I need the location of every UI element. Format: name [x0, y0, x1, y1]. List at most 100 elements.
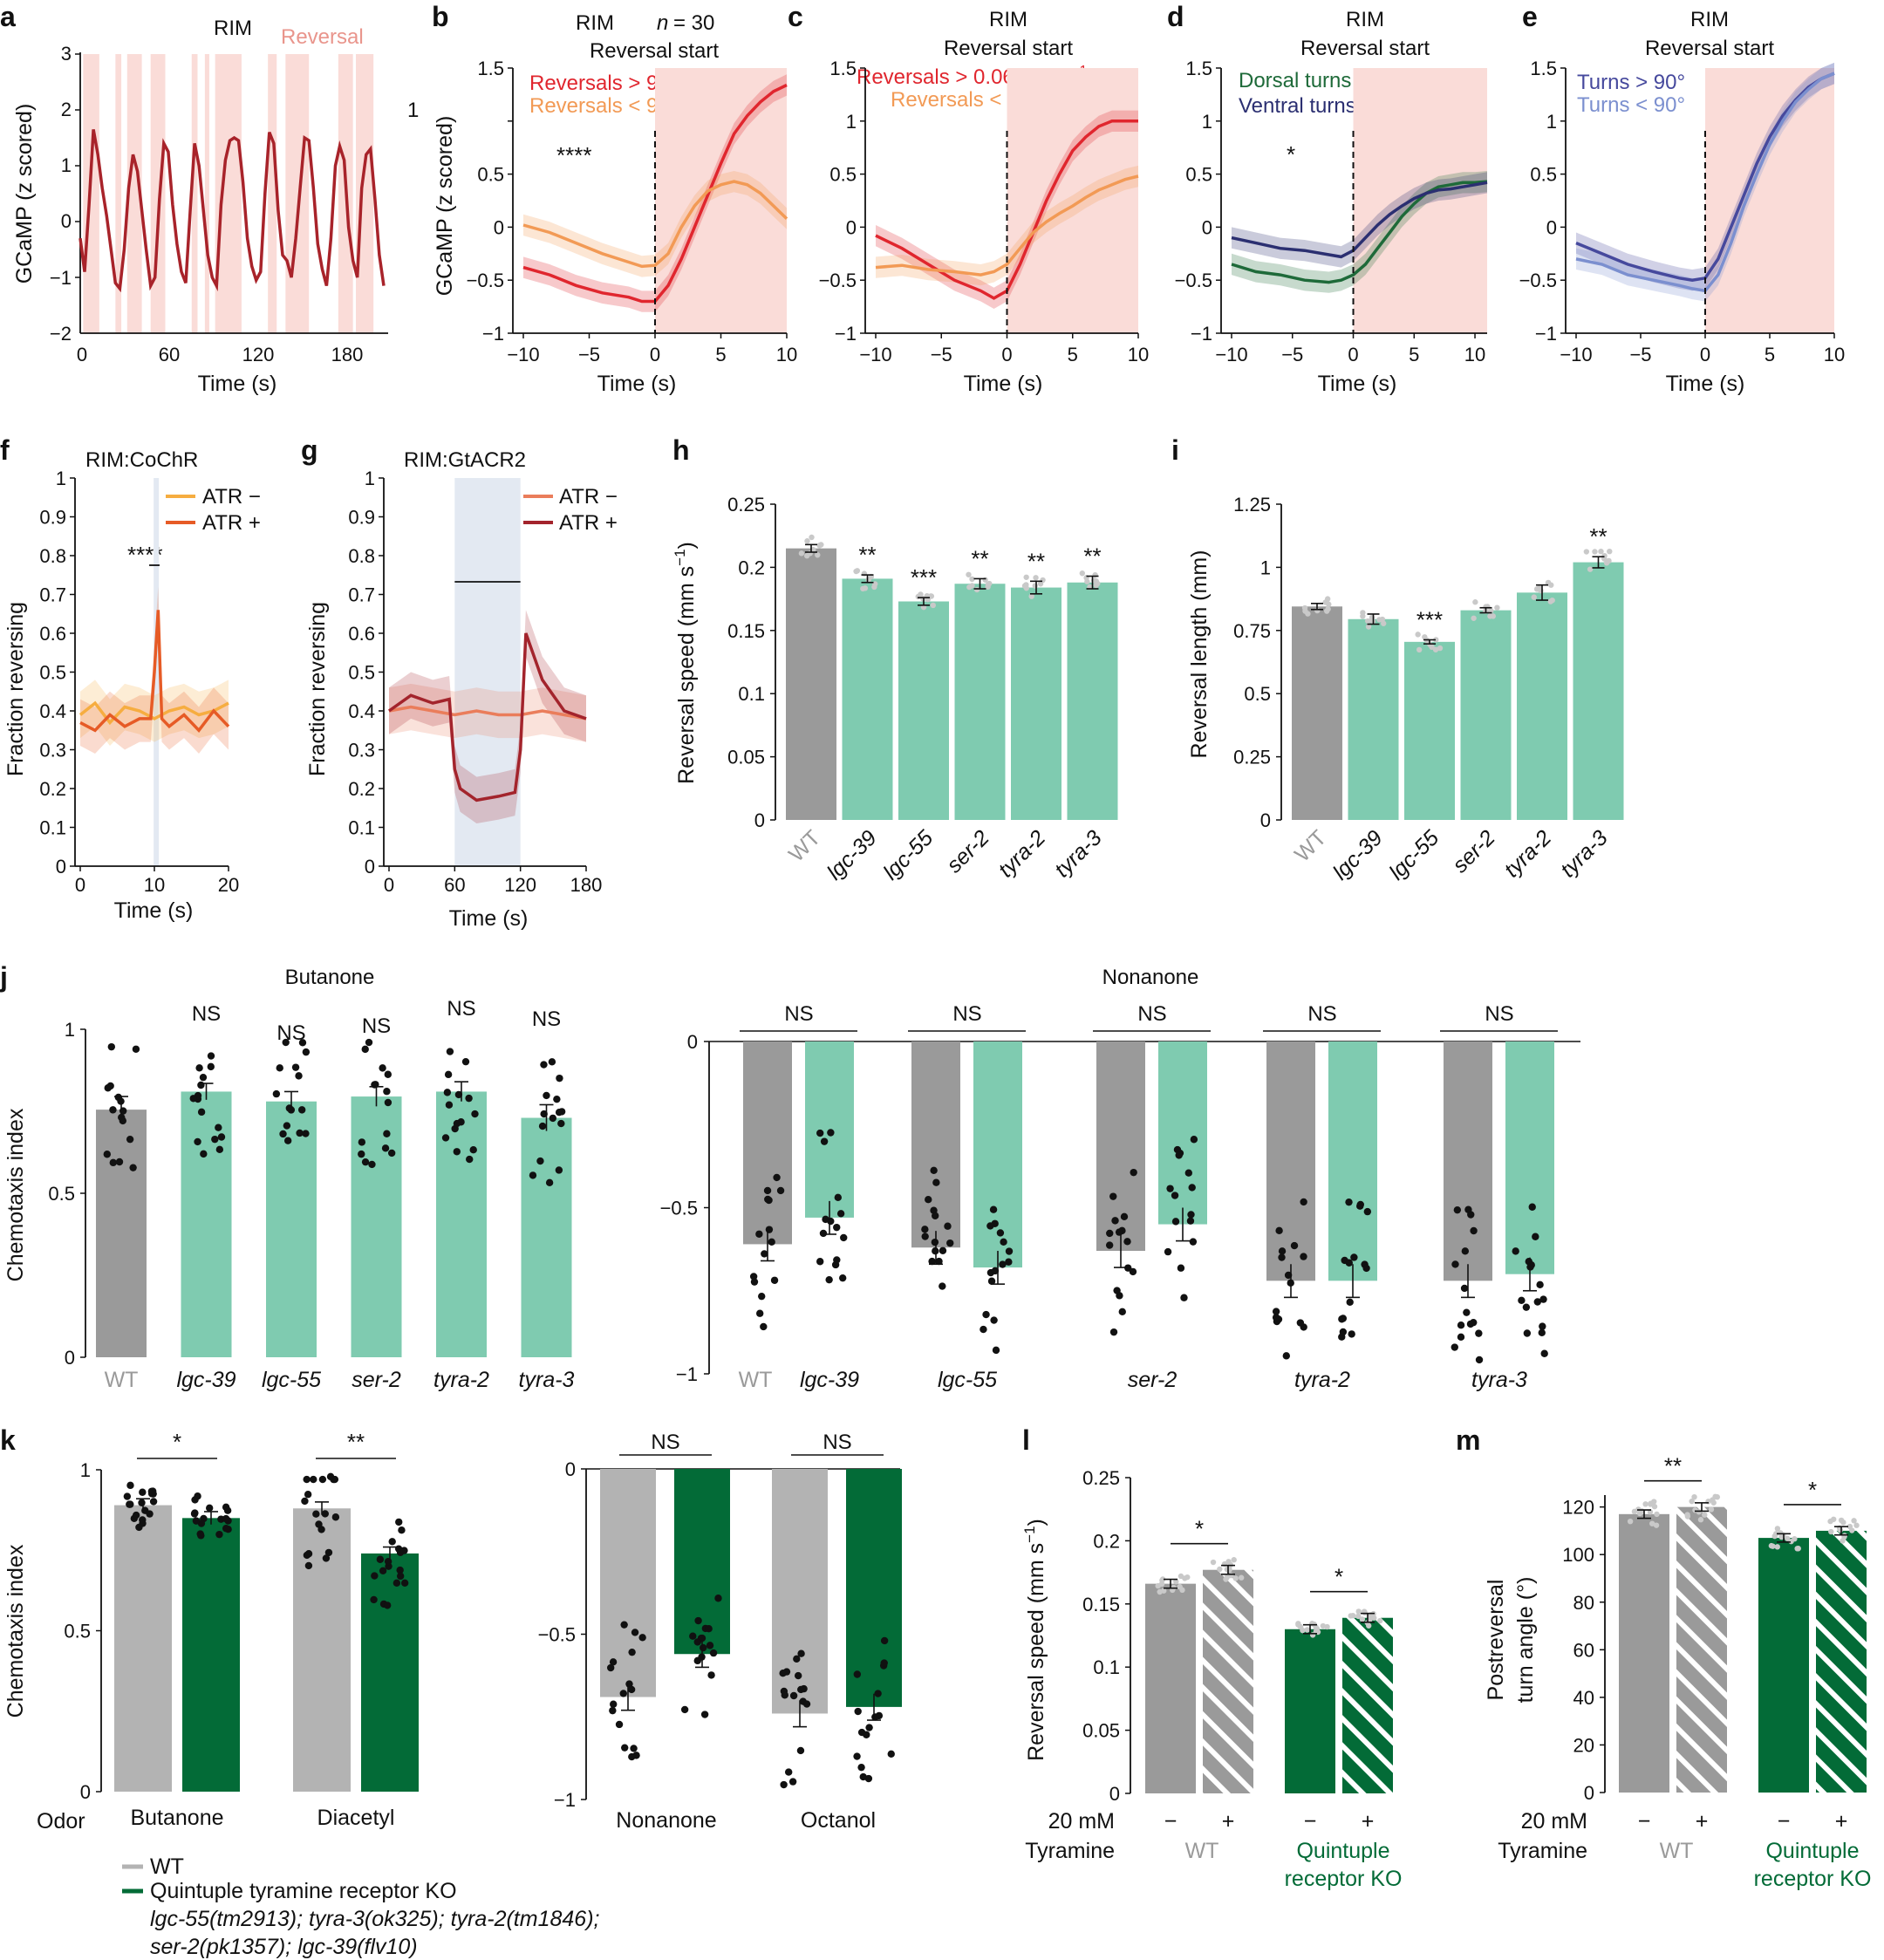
data-point — [453, 1119, 461, 1128]
data-point — [1129, 1267, 1137, 1276]
y-tick: 0 — [754, 809, 765, 831]
data-point — [1304, 1627, 1310, 1633]
data-point — [982, 577, 988, 583]
data-point — [827, 1129, 835, 1137]
data-point — [445, 1101, 454, 1109]
bar — [1676, 1506, 1727, 1793]
data-point — [768, 1238, 775, 1246]
data-point — [1463, 1308, 1471, 1316]
data-point — [1164, 1247, 1172, 1256]
data-point — [638, 1634, 646, 1642]
data-point — [1598, 548, 1604, 555]
bar — [1517, 592, 1567, 820]
plot-area-a — [78, 129, 386, 293]
data-point — [921, 1233, 929, 1240]
x-tick: 120 — [242, 344, 275, 365]
bar — [96, 1110, 147, 1357]
ns-label: NS — [784, 1002, 813, 1026]
data-point — [1522, 1303, 1531, 1311]
panel-e: e RIM Reversal start Turns > 90° Turns <… — [1519, 1, 1846, 396]
data-point — [138, 1499, 146, 1506]
y-tick: 0 — [1109, 1783, 1120, 1805]
condition-sign: − — [1304, 1809, 1317, 1834]
significance-stars: **** — [556, 142, 591, 168]
data-point — [1124, 1264, 1132, 1272]
data-point — [819, 1229, 828, 1238]
y-tick: 0.2 — [738, 557, 765, 578]
data-point — [932, 1212, 939, 1219]
data-point — [1451, 1260, 1459, 1268]
data-point — [365, 1038, 373, 1047]
x-tick: 120 — [504, 874, 536, 896]
data-point — [215, 1123, 222, 1131]
x-axis-label: Time (s) — [114, 898, 194, 923]
data-point — [1166, 1185, 1174, 1192]
data-point — [358, 1138, 366, 1146]
reversal-shading — [1705, 68, 1834, 333]
reversal-interval — [126, 54, 142, 333]
data-point — [553, 1095, 561, 1103]
data-point — [1232, 1575, 1239, 1581]
condition-sign: − — [1164, 1809, 1178, 1834]
data-point — [1324, 1623, 1330, 1630]
bar — [351, 1096, 402, 1357]
data-point — [536, 1157, 544, 1165]
data-point — [106, 1082, 114, 1090]
y-tick: 60 — [1573, 1639, 1594, 1661]
data-point — [379, 1567, 387, 1574]
plot-area-g: 0 0.1 0.2 0.3 0.4 0.5 0.6 0.7 0.8 0.9 1 0 60 120 180 — [348, 468, 602, 896]
data-point — [859, 1772, 867, 1781]
data-point — [1827, 1518, 1833, 1525]
data-point — [1697, 1517, 1704, 1523]
category-label: WT — [739, 1368, 773, 1392]
data-point — [1366, 1622, 1372, 1629]
data-point — [627, 1685, 636, 1694]
y-tick: 2 — [61, 99, 72, 120]
y-tick: 1 — [407, 99, 419, 122]
bar — [1758, 1538, 1809, 1793]
y-tick: 0.1 — [348, 817, 375, 839]
data-point — [1175, 1151, 1183, 1159]
sem-band — [876, 110, 1138, 309]
data-point — [809, 534, 815, 541]
data-point — [1356, 1200, 1364, 1209]
data-point — [1457, 1321, 1465, 1329]
y-tick: 0.7 — [348, 584, 375, 606]
data-point — [760, 1322, 768, 1331]
y-tick: 0.7 — [39, 584, 66, 606]
data-point — [381, 1144, 390, 1152]
ns-label: NS — [823, 1431, 851, 1454]
data-point — [222, 1525, 230, 1533]
panel-b-title: RIM — [576, 11, 614, 35]
data-point — [1130, 1168, 1137, 1177]
significance-stars: ** — [858, 542, 876, 568]
x-tick: −10 — [1560, 344, 1592, 365]
x-tick: 0 — [650, 344, 660, 365]
bar — [1158, 1041, 1207, 1225]
data-point — [103, 1151, 112, 1158]
series-line — [522, 180, 788, 269]
data-point — [291, 1063, 300, 1071]
series-line — [387, 632, 587, 802]
ns-label: NS — [1485, 1002, 1513, 1026]
data-point — [107, 1042, 116, 1051]
legend-turns-over-90: Turns > 90° — [1577, 71, 1685, 94]
data-point — [331, 1513, 340, 1521]
data-point — [1416, 646, 1423, 653]
data-point — [1466, 1320, 1475, 1328]
y-axis-label: Fraction reversing — [305, 602, 330, 776]
y-tick: 80 — [1573, 1592, 1594, 1614]
data-point — [123, 1492, 132, 1500]
data-point — [1278, 1247, 1287, 1255]
condition-sign: + — [1696, 1809, 1709, 1834]
category-label: lgc-39 — [800, 1368, 859, 1392]
data-point — [788, 1778, 797, 1786]
data-point — [1338, 1315, 1346, 1323]
x-tick: −5 — [1281, 344, 1303, 365]
series-line — [1231, 181, 1488, 259]
y-tick: 1.25 — [1233, 494, 1271, 516]
category-label: tyra-2 — [433, 1368, 489, 1392]
panel-label-m: m — [1456, 1424, 1480, 1456]
data-point — [395, 1518, 403, 1526]
data-point — [1345, 1198, 1353, 1206]
